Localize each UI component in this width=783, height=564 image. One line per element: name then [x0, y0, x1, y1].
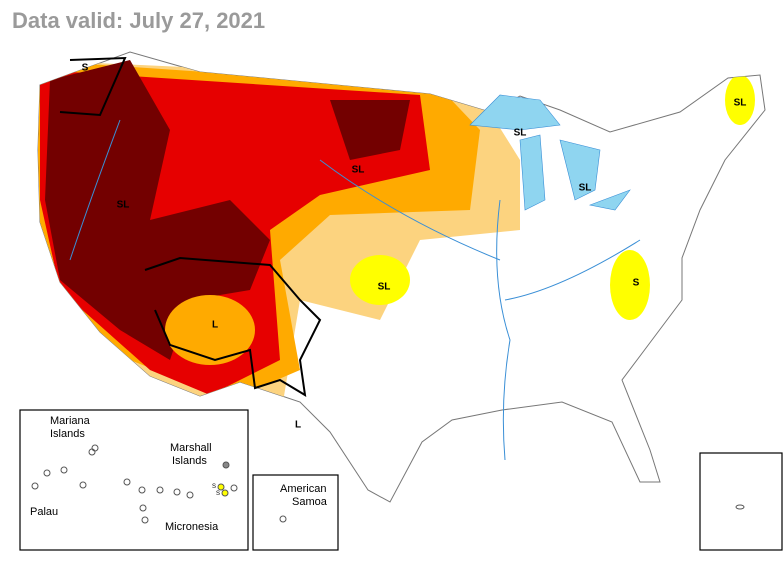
d0d: [725, 75, 755, 125]
inset-label: American Samoa: [280, 483, 328, 508]
d3: [45, 60, 270, 360]
lakes: [469, 94, 631, 211]
inset-frame: [19, 409, 249, 551]
island-drought: [217, 483, 225, 491]
island: [91, 444, 99, 452]
impact-label: S: [633, 278, 640, 289]
impact-label: S: [212, 484, 216, 490]
inset-label: Marshall Islands: [170, 442, 212, 467]
impact-label: SL: [579, 183, 592, 194]
river: [69, 119, 121, 261]
island: [186, 491, 194, 499]
d0c: [610, 250, 650, 320]
river: [504, 239, 641, 301]
impact-label: SL: [734, 98, 747, 109]
island: [139, 504, 147, 512]
rivers: [69, 119, 641, 461]
lake-michigan: [519, 134, 546, 211]
impact-label: SL: [514, 128, 527, 139]
island: [735, 504, 745, 510]
inset-label: Micronesia: [165, 521, 219, 533]
impact-label: L: [212, 320, 218, 331]
lake-superior: [469, 94, 561, 131]
inset-label: Mariana Islands: [50, 415, 91, 440]
island: [141, 516, 149, 524]
island: [79, 481, 87, 489]
impact-label: SL: [378, 282, 391, 293]
impact-boundary: [144, 256, 322, 397]
impact-label: S: [216, 491, 220, 497]
river: [496, 199, 511, 461]
island: [123, 478, 131, 486]
d3b: [330, 100, 410, 160]
island: [138, 486, 146, 494]
river: [319, 159, 501, 261]
island: [173, 488, 181, 496]
inset-label: Palau: [30, 506, 58, 518]
inset-frame: [699, 452, 783, 551]
d1b: [165, 295, 255, 365]
island: [222, 461, 230, 469]
island: [43, 469, 51, 477]
impact-boundary: [59, 56, 127, 117]
impact-label: S: [82, 63, 89, 74]
lake-huron: [559, 139, 601, 201]
samoa-inset: American Samoa: [252, 474, 339, 551]
impact-label: SL: [352, 165, 365, 176]
caribbean-inset: [699, 452, 783, 551]
pacific-inset: Mariana Islands Marshall Islands Palau Mic…: [19, 409, 249, 551]
impact-label: SL: [117, 200, 130, 211]
island: [279, 515, 287, 523]
island: [31, 482, 39, 490]
inset-frame: [252, 474, 339, 551]
island: [230, 484, 238, 492]
island: [156, 486, 164, 494]
island-drought: [221, 489, 229, 497]
d0b: [350, 255, 410, 305]
lake-erie: [588, 189, 631, 211]
title: Data valid: July 27, 2021: [12, 8, 265, 33]
impact-label: L: [295, 420, 301, 431]
drought-areas: [38, 60, 755, 437]
island: [60, 466, 68, 474]
